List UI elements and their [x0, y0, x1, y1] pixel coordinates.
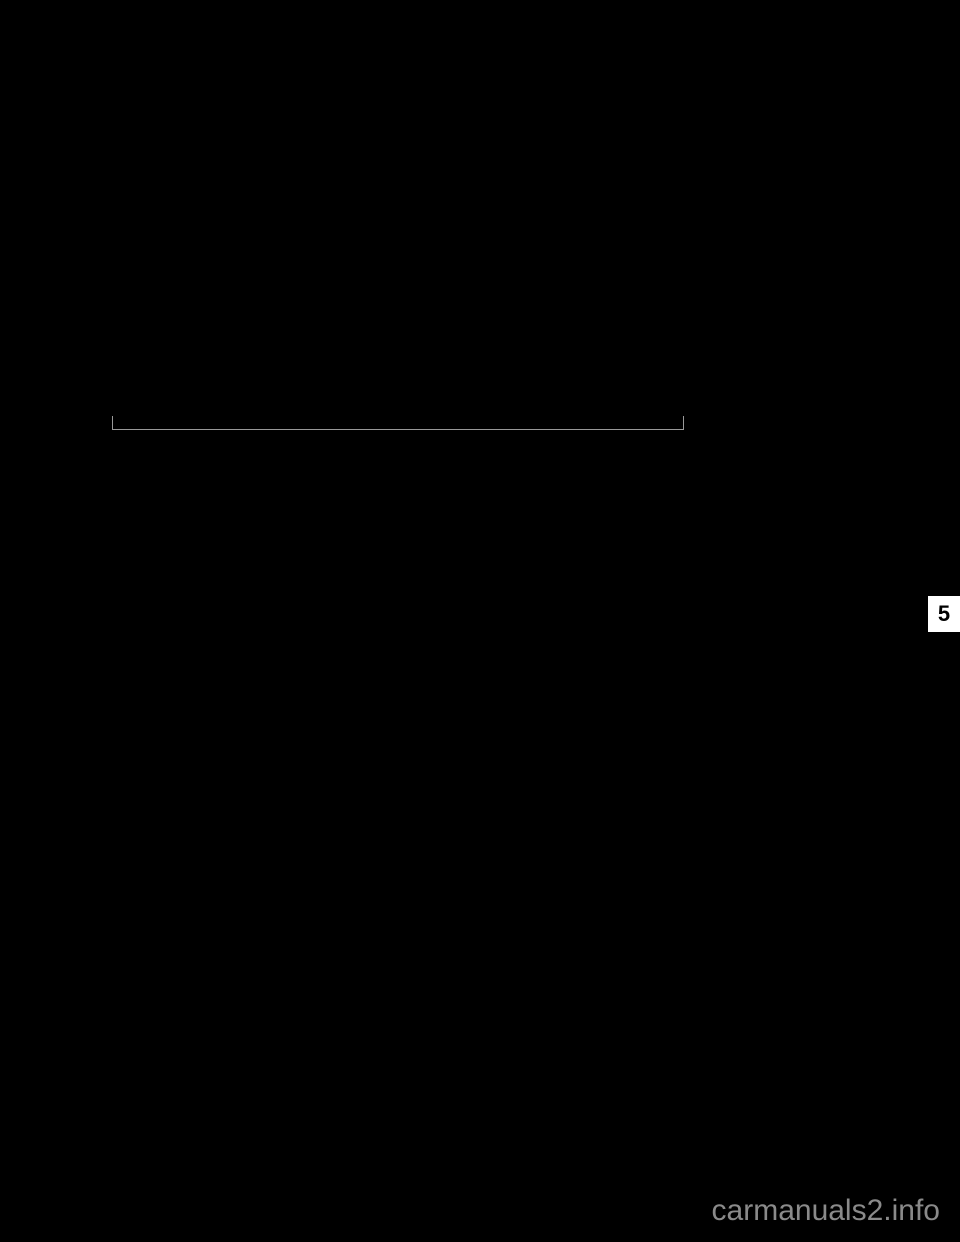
- section-number: 5: [938, 601, 950, 627]
- watermark-text: carmanuals2.info: [712, 1194, 940, 1228]
- bracket-shape: [112, 416, 684, 430]
- section-tab: 5: [928, 596, 960, 632]
